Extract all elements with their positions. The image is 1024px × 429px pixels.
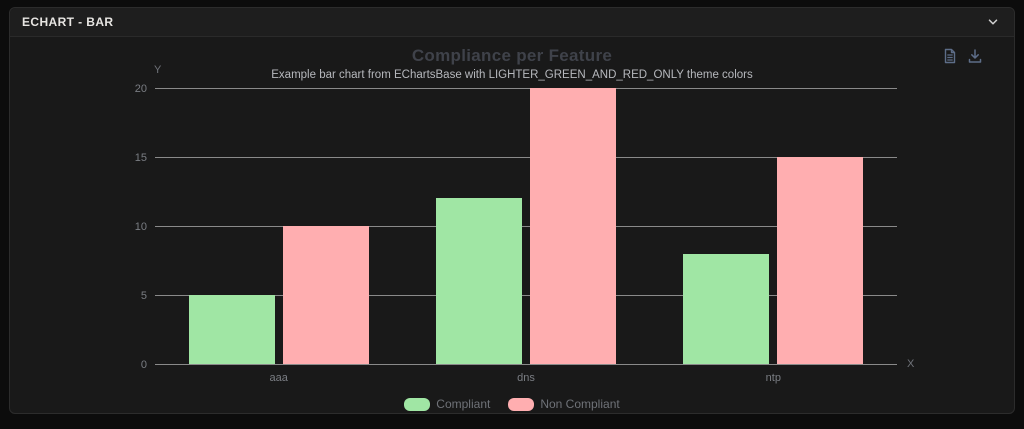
x-axis-line [155,364,897,365]
data-view-icon[interactable] [942,48,958,64]
chevron-down-icon[interactable] [986,15,1000,29]
bar-dns-non-compliant[interactable] [530,88,616,364]
toolbox [942,48,983,64]
gridline [155,88,897,89]
panel-header[interactable]: ECHART - BAR [10,8,1014,37]
x-axis-name: X [907,358,915,370]
x-tick-label-dns: dns [517,372,535,384]
panel-title: ECHART - BAR [22,15,114,29]
chart-body: Compliance per Feature Example bar chart… [10,37,1014,414]
legend-swatch-non-compliant [508,397,535,411]
legend-item-compliant[interactable]: Compliant [404,397,490,411]
gridline [155,226,897,227]
bar-ntp-compliant[interactable] [683,253,770,364]
y-tick-label: 0 [140,359,147,371]
chart-card: ECHART - BAR Compliance per Feature Exam… [9,7,1015,414]
bar-ntp-non-compliant[interactable] [777,157,864,364]
chart-title: Compliance per Feature [411,46,613,65]
x-tick-label-ntp: ntp [765,372,781,384]
bar-dns-compliant[interactable] [436,198,522,364]
bar-aaa-non-compliant[interactable] [282,226,369,364]
legend-label: Non Compliant [540,397,620,411]
y-axis-name: Y [154,64,162,76]
download-icon[interactable] [967,48,983,64]
bar-aaa-compliant[interactable] [188,295,275,364]
y-tick-label: 5 [140,290,147,302]
gridline [155,157,897,158]
gridline [155,295,897,296]
legend-label: Compliant [436,397,491,411]
legend: Compliant Non Compliant [10,397,1014,411]
plot-area: Y X 0 5 10 15 20 aaa dns ntp [135,64,915,384]
y-tick-label: 20 [134,83,147,95]
chart-subtitle: Example bar chart from EChartsBase with … [271,69,753,81]
y-tick-label: 10 [134,221,147,233]
x-tick-label-aaa: aaa [269,372,288,384]
legend-item-non-compliant[interactable]: Non Compliant [508,397,620,411]
legend-swatch-compliant [404,397,431,411]
y-tick-label: 15 [134,152,147,164]
